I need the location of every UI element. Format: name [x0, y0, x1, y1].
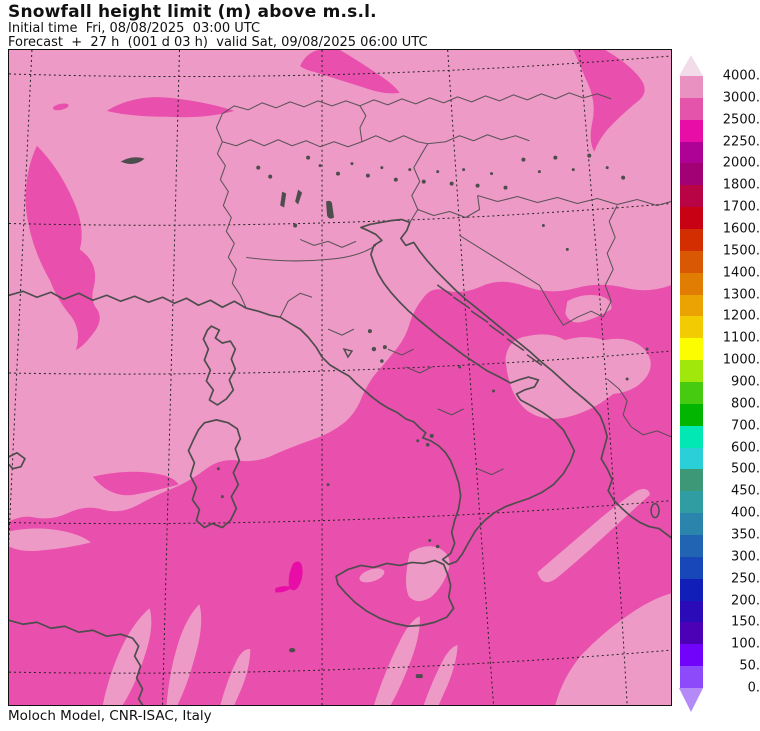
colorbar-band [680, 76, 703, 99]
colorbar-tick-label: 150. [731, 614, 760, 630]
colorbar-band [680, 447, 703, 470]
colorbar-tick-label: 350. [731, 527, 760, 543]
forecast-map [8, 49, 672, 706]
colorbar-tick-label: 600. [731, 440, 760, 456]
map-canvas [9, 50, 671, 705]
colorbar-tick-label: 3000. [722, 90, 760, 106]
colorbar-tick-label: 1000. [722, 352, 760, 368]
colorbar-band [680, 600, 703, 623]
colorbar-tick-label: 50. [739, 658, 760, 674]
colorbar-band [680, 338, 703, 361]
header: Snowfall height limit (m) above m.s.l. I… [8, 2, 428, 50]
model-attribution: Moloch Model, CNR-ISAC, Italy [8, 708, 212, 724]
colorbar-band [680, 207, 703, 230]
colorbar-tick-label: 400. [731, 505, 760, 521]
colorbar-tick-label: 100. [731, 636, 760, 652]
lakes-and-dots [120, 153, 649, 499]
colorbar-band [680, 469, 703, 492]
colorbar-band [680, 316, 703, 339]
colorbar-above-max-arrow [679, 55, 703, 76]
page-title: Snowfall height limit (m) above m.s.l. [8, 2, 377, 22]
colorbar-tick-label: 1100. [722, 330, 760, 346]
colorbar-band [680, 666, 703, 689]
colorbar-tick-label: 1200. [722, 308, 760, 324]
colorbar-tick-label: 200. [731, 593, 760, 609]
colorbar-band [680, 535, 703, 558]
colorbar-band [680, 250, 703, 274]
colorbar-band [680, 97, 703, 121]
graticule-grid [9, 50, 671, 705]
colorbar-band [680, 425, 703, 449]
colorbar-band [680, 556, 703, 580]
colorbar-tick-label: 1500. [722, 243, 760, 259]
colorbar-tick-label: 700. [731, 418, 760, 434]
colorbar-band [680, 360, 703, 383]
colorbar-bands [679, 55, 703, 715]
colorbar-band [680, 382, 703, 405]
colorbar-band [680, 272, 703, 296]
colorbar-band [680, 229, 703, 252]
colorbar-tick-label: 2500. [722, 112, 760, 128]
colorbar-tick-label: 900. [731, 374, 760, 390]
small-islands [288, 284, 660, 679]
colorbar-tick-label: 300. [731, 549, 760, 565]
colorbar-tick-label: 1400. [722, 265, 760, 281]
colorbar-tick-label: 250. [731, 571, 760, 587]
snow-limit-2250-2500-spot [275, 561, 303, 593]
country-borders [215, 92, 671, 476]
snow-limit-2500-3000-regions [9, 50, 671, 705]
colorbar-tick-label: 2000. [722, 155, 760, 171]
forecast-valid-line: Forecast + 27 h (001 d 03 h) valid Sat, … [8, 34, 428, 50]
colorbar-tick-label: 1700. [722, 199, 760, 215]
colorbar-below-min-arrow [679, 688, 703, 712]
colorbar-band [680, 644, 703, 667]
colorbar-band [680, 513, 703, 536]
colorbar-tick-label: 1600. [722, 221, 760, 237]
colorbar-legend: 4000. 3000. 2500. 2250. 2000. 1800. 1700. 1600.… [679, 55, 760, 715]
colorbar-band [680, 578, 703, 602]
colorbar-band [680, 403, 703, 427]
colorbar-tick-label: 1800. [722, 177, 760, 193]
colorbar-band [680, 163, 703, 186]
colorbar-band [680, 622, 703, 645]
colorbar-band [680, 294, 703, 317]
initial-time-line: Initial time Fri, 08/08/2025 03:00 UTC [8, 20, 261, 36]
colorbar-tick-label: 2250. [722, 134, 760, 150]
coastlines [9, 218, 671, 705]
colorbar-band [680, 185, 703, 208]
colorbar-band [680, 141, 703, 164]
colorbar-tick-label: 0. [747, 680, 760, 696]
colorbar-tick-label: 1300. [722, 287, 760, 303]
colorbar-band [680, 491, 703, 514]
colorbar-tick-label: 4000. [722, 68, 760, 84]
colorbar-tick-label: 800. [731, 396, 760, 412]
colorbar-band [680, 119, 703, 143]
colorbar-tick-label: 450. [731, 483, 760, 499]
colorbar-tick-label: 500. [731, 461, 760, 477]
snow-limit-3000-4000-patches [9, 295, 671, 705]
